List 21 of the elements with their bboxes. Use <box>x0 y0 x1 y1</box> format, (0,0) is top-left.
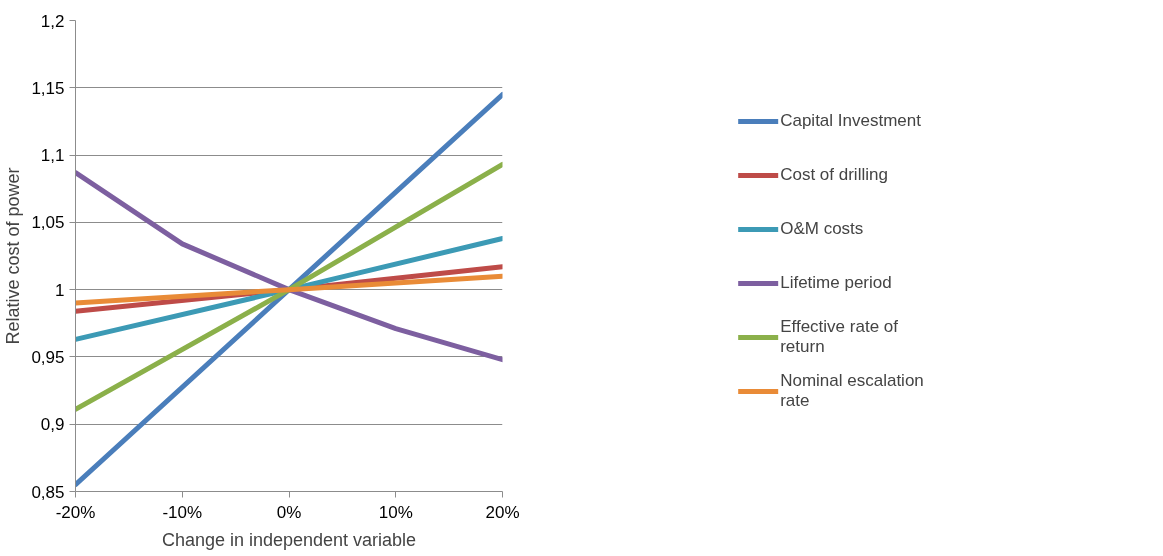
legend-label: O&M costs <box>780 217 864 240</box>
x-tick-label: 10% <box>378 502 413 522</box>
legend-label: Effective rate of return <box>780 316 898 357</box>
x-tick-label: 0% <box>276 502 302 522</box>
y-tick-label: 1,05 <box>31 213 65 233</box>
y-tick-label: 1 <box>55 280 65 300</box>
x-axis-title: Change in independent variable <box>161 529 417 550</box>
legend-label: Nominal escalation rate <box>780 370 924 411</box>
x-tick-label: 20% <box>485 502 520 522</box>
legend-label: Cost of drilling <box>780 163 888 186</box>
legend-label: Lifetime period <box>780 271 892 294</box>
y-tick-label: 1,15 <box>31 78 65 98</box>
x-tick-label: -20% <box>55 502 96 522</box>
y-tick-label: 0,9 <box>40 415 65 435</box>
y-tick-label: 1,1 <box>40 146 65 166</box>
y-axis-title: Relative cost of power <box>3 167 24 345</box>
y-tick-label: 0,95 <box>31 347 65 367</box>
legend-label: Capital Investment <box>780 109 921 132</box>
x-tick-label: -10% <box>162 502 203 522</box>
y-tick-label: 1,2 <box>40 11 65 31</box>
y-tick-label: 0,85 <box>31 482 65 502</box>
